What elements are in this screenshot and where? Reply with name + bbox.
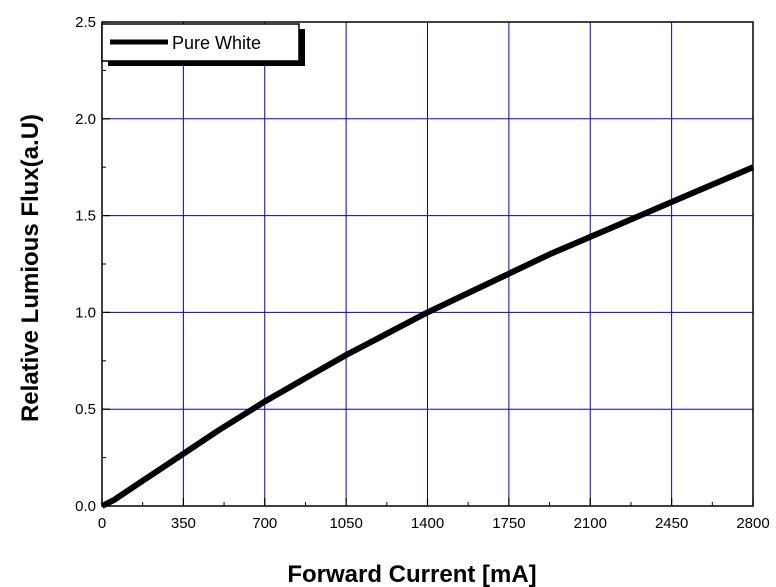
y-tick-label: 1.0 [75,304,96,321]
x-tick-label: 1050 [329,515,362,532]
series-layer [100,164,755,509]
x-tick-label: 350 [171,515,196,532]
y-tick-label: 0.5 [75,401,96,418]
x-tick-label: 0 [98,515,106,532]
x-tick-label: 700 [252,515,277,532]
series-line-0 [100,164,755,509]
grid [102,22,753,506]
y-tick-label: 0.0 [75,498,96,515]
x-axis-title: Forward Current [mA] [287,561,536,587]
y-axis-title: Relative Lumious Flux(a.U) [17,114,44,422]
legend: Pure White [101,23,305,66]
x-tick-label: 2450 [655,515,688,532]
ticks [101,21,754,507]
x-tick-label: 2100 [574,515,607,532]
y-tick-label: 2.0 [75,111,96,128]
y-tick-label: 1.5 [75,208,96,225]
legend-label: Pure White [172,33,261,53]
x-tick-label: 2800 [736,515,769,532]
y-tick-label: 2.5 [75,14,96,31]
x-tick-label: 1750 [492,515,525,532]
x-tick-label: 1400 [411,515,444,532]
tick-labels: 0 350 700 1050 1400 1750 2100 2450 2800 0.0 0.5 1.0… [75,14,770,532]
